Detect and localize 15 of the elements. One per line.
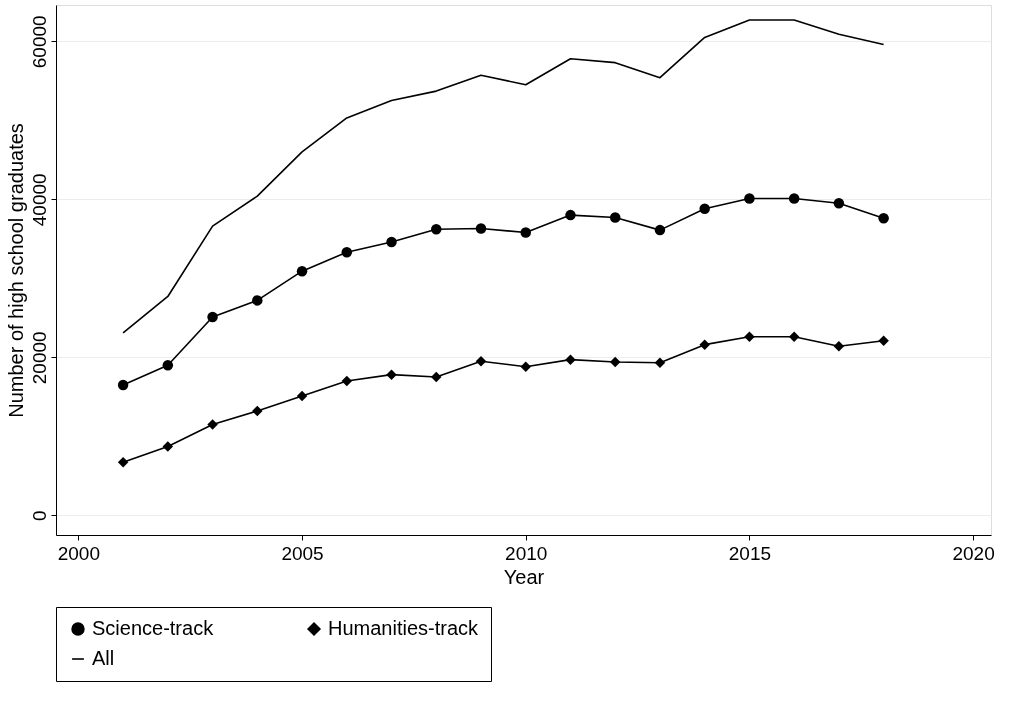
legend-label: Science-track — [92, 617, 215, 639]
y-tick-label: 0 — [28, 510, 50, 522]
x-tick-label: 2010 — [505, 542, 548, 564]
y-tick-label: 40000 — [28, 173, 50, 227]
x-axis-title: Year — [503, 565, 545, 588]
x-tick-label: 2000 — [57, 542, 101, 564]
legend-label: All — [92, 647, 115, 669]
x-tick-label: 2015 — [728, 542, 772, 564]
x-tick-label: 2005 — [281, 542, 324, 564]
legend-label: Humanities-track — [328, 617, 480, 639]
y-tick-label: 60000 — [28, 15, 50, 69]
x-tick-label: 2020 — [952, 542, 995, 564]
y-axis-title: Number of high school graduates — [4, 123, 27, 418]
line-series — [122, 19, 885, 334]
y-tick-label: 20000 — [28, 331, 50, 385]
